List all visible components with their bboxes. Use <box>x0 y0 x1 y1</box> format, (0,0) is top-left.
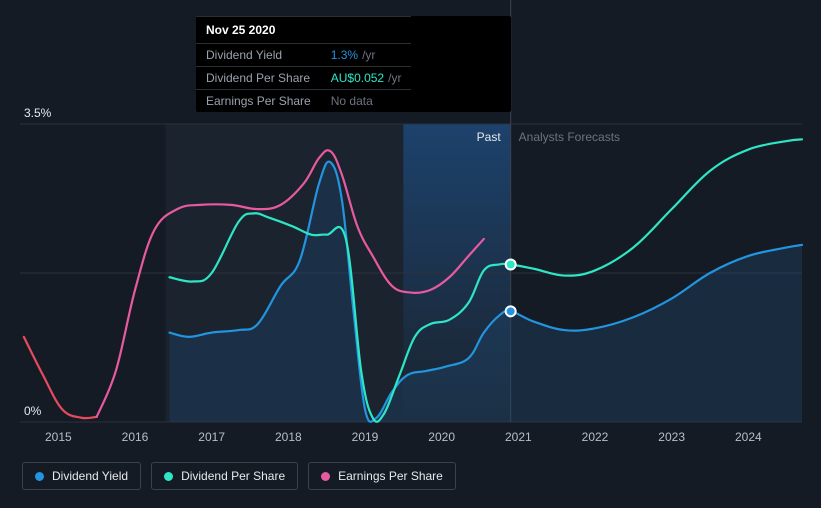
x-tick: 2015 <box>45 430 72 444</box>
legend-label: Dividend Per Share <box>181 469 285 483</box>
legend-swatch <box>321 472 330 481</box>
legend-label: Dividend Yield <box>52 469 128 483</box>
legend-item[interactable]: Dividend Per Share <box>151 462 298 490</box>
dividend-chart: 3.5% 0% 2015 2016 2017 2018 2019 2020 2021 2022… <box>0 0 821 508</box>
forecast-region-label: Analysts Forecasts <box>519 130 620 144</box>
x-tick: 2018 <box>275 430 302 444</box>
x-tick: 2020 <box>428 430 455 444</box>
tooltip-row-value: No data <box>321 90 412 113</box>
legend: Dividend Yield Dividend Per Share Earnings… <box>22 462 456 490</box>
y-axis-max-label: 3.5% <box>24 106 51 120</box>
tooltip-row-value: AU$0.052/yr <box>321 67 412 90</box>
x-tick: 2019 <box>352 430 379 444</box>
y-axis-min-label: 0% <box>24 404 41 418</box>
legend-swatch <box>35 472 44 481</box>
tooltip-row-label: Dividend Yield <box>196 44 321 67</box>
x-tick: 2016 <box>122 430 149 444</box>
tooltip-row-value: 1.3%/yr <box>321 44 412 67</box>
x-tick: 2022 <box>582 430 609 444</box>
legend-swatch <box>164 472 173 481</box>
past-region-label: Past <box>477 130 501 144</box>
x-tick: 2017 <box>198 430 225 444</box>
x-tick: 2023 <box>658 430 685 444</box>
hover-tooltip: Nov 25 2020 Dividend Yield1.3%/yrDividen… <box>196 16 511 112</box>
x-tick: 2024 <box>735 430 762 444</box>
tooltip-row-label: Dividend Per Share <box>196 67 321 90</box>
legend-item[interactable]: Dividend Yield <box>22 462 141 490</box>
legend-item[interactable]: Earnings Per Share <box>308 462 456 490</box>
x-tick: 2021 <box>505 430 532 444</box>
legend-label: Earnings Per Share <box>338 469 443 483</box>
tooltip-row-label: Earnings Per Share <box>196 90 321 113</box>
tooltip-date: Nov 25 2020 <box>196 17 411 44</box>
